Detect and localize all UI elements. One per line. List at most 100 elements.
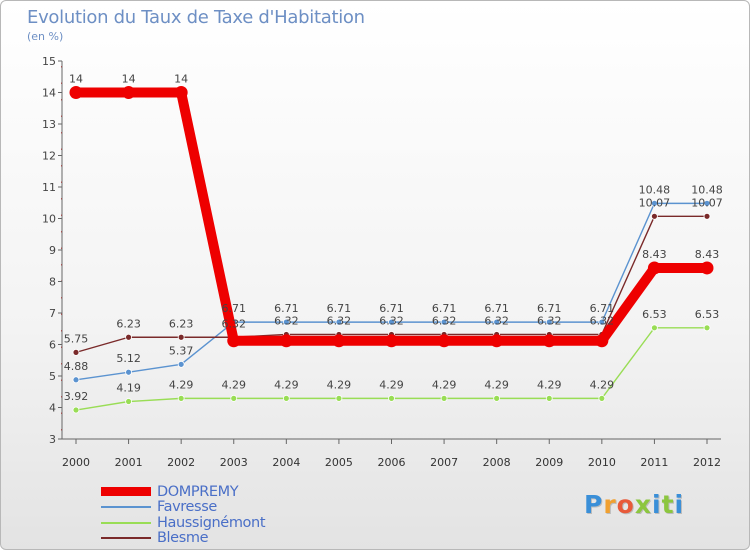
x-tick-label: 2005: [325, 456, 353, 469]
data-label: 4.29: [484, 378, 509, 391]
data-point: [595, 334, 609, 348]
data-point: [122, 86, 136, 99]
data-point: [388, 394, 395, 402]
y-tick-label: 8: [49, 276, 56, 289]
y-tick-label: 13: [42, 118, 56, 131]
y-tick-label: 7: [49, 307, 56, 320]
x-tick-label: 2006: [378, 456, 406, 469]
data-point: [72, 406, 80, 414]
data-label: 6.71: [590, 302, 615, 315]
x-tick-label: 2001: [115, 456, 143, 469]
legend-swatch: [101, 521, 151, 524]
data-label: 6.32: [379, 314, 404, 327]
y-tick-label: 9: [49, 244, 56, 257]
data-label: 8.43: [695, 248, 720, 261]
data-point: [177, 394, 185, 402]
data-point: [493, 318, 501, 326]
data-label: 6.32: [590, 314, 615, 327]
logo-letter: o: [616, 490, 635, 519]
data-point: [651, 324, 658, 332]
x-tick-label: 2011: [640, 456, 668, 469]
data-label: 6.32: [537, 314, 562, 327]
data-point: [177, 333, 185, 341]
data-point: [177, 360, 185, 368]
data-point: [651, 199, 658, 207]
logo-letter: i: [674, 490, 685, 519]
x-tick-label: 2008: [483, 456, 511, 469]
legend-item: Favresse: [101, 499, 265, 516]
data-point: [598, 318, 606, 326]
data-point: [493, 394, 501, 402]
logo-letter: x: [634, 490, 652, 519]
data-label: 14: [174, 73, 188, 86]
data-point: [125, 368, 132, 376]
data-point: [703, 199, 711, 207]
data-point: [388, 318, 395, 326]
data-point: [282, 394, 290, 402]
data-label: 4.88: [64, 360, 89, 373]
data-label: 6.53: [695, 308, 720, 321]
legend-label: Favresse: [157, 499, 217, 516]
proxiti-logo: Proxiti: [584, 490, 684, 519]
data-label: 6.71: [379, 302, 404, 315]
y-tick-label: 3: [49, 433, 56, 446]
data-point: [72, 376, 80, 384]
y-tick-label: 5: [49, 370, 56, 383]
data-label: 5.75: [64, 332, 89, 345]
data-point: [651, 212, 658, 220]
data-label: 6.53: [642, 308, 667, 321]
data-point: [125, 333, 132, 341]
data-point: [335, 394, 343, 402]
y-tick-label: 6: [49, 339, 56, 352]
data-label: 4.19: [116, 382, 141, 395]
data-label: 14: [69, 73, 83, 86]
data-label: 10.48: [691, 183, 723, 196]
data-point: [72, 348, 80, 356]
legend-label: DOMPREMY: [157, 483, 239, 500]
data-point: [282, 318, 290, 326]
data-point: [332, 334, 346, 348]
x-tick-label: 2009: [535, 456, 563, 469]
data-point: [230, 394, 238, 402]
data-label: 10.48: [639, 183, 671, 196]
logo-letter: i: [652, 490, 662, 519]
data-point: [647, 261, 661, 275]
data-label: 8.43: [642, 248, 667, 261]
data-label: 6.71: [327, 302, 352, 315]
data-point: [440, 318, 448, 326]
data-label: 14: [122, 73, 136, 86]
legend-swatch: [101, 537, 151, 540]
chart-legend: DOMPREMY Favresse Haussignémont Blesme: [101, 484, 266, 546]
y-tick-label: 10: [42, 213, 56, 226]
chart-subtitle: (en %): [27, 30, 64, 43]
data-label: 4.29: [590, 378, 615, 391]
data-label: 10.07: [639, 196, 671, 209]
data-point: [279, 334, 293, 348]
data-point: [490, 334, 504, 348]
data-label: 6.32: [274, 314, 299, 327]
data-point: [703, 212, 711, 220]
y-tick-label: 15: [42, 55, 56, 68]
y-tick-label: 4: [49, 402, 56, 415]
data-label: 6.32: [327, 314, 352, 327]
data-label: 5.37: [169, 344, 194, 357]
data-point: [174, 86, 188, 99]
data-label: 6.71: [537, 302, 562, 315]
data-label: 6.23: [116, 317, 141, 330]
x-tick-label: 2012: [693, 456, 721, 469]
data-label: 4.29: [327, 378, 352, 391]
data-point: [125, 398, 132, 405]
data-label: 10.07: [691, 196, 723, 209]
legend-swatch: [101, 487, 151, 497]
data-label: 4.29: [222, 378, 247, 391]
data-point: [227, 334, 241, 348]
data-label: 6.32: [484, 314, 509, 327]
data-label: 5.12: [116, 352, 141, 365]
data-label: 6.32: [222, 317, 247, 330]
legend-item: DOMPREMY: [101, 484, 265, 500]
data-label: 4.29: [274, 378, 299, 391]
data-point: [598, 394, 606, 402]
legend-item: Haussignémont: [101, 515, 266, 531]
